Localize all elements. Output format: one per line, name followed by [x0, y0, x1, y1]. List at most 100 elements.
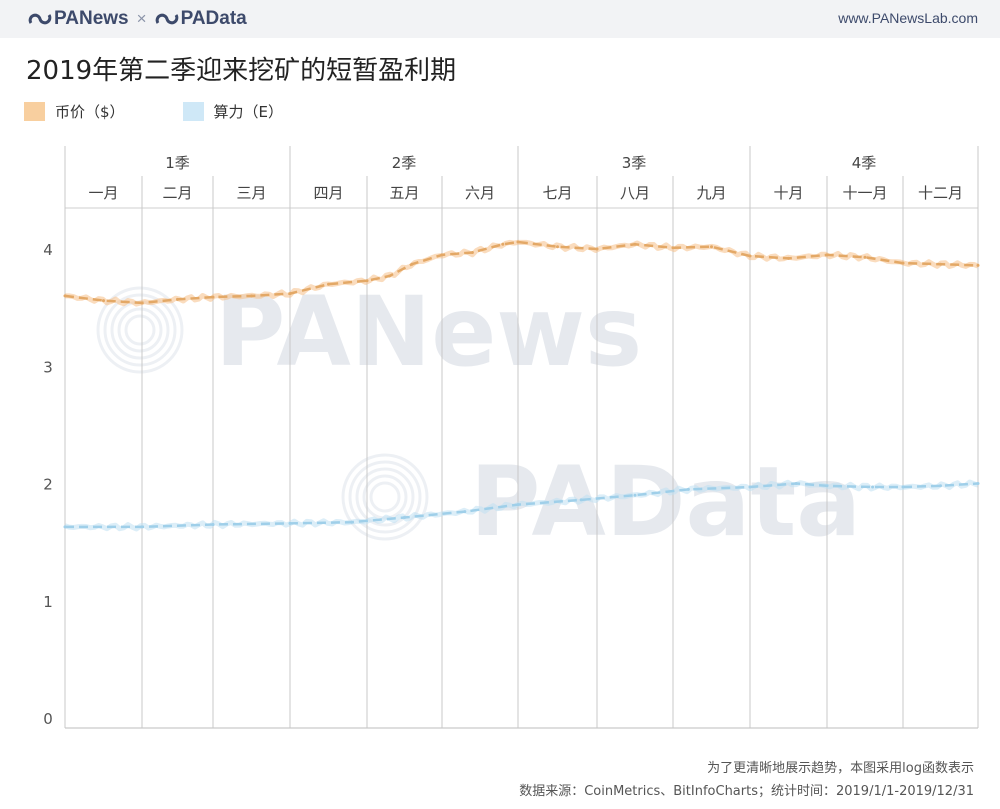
legend: 币价（$） 算力（E）: [24, 101, 283, 122]
brand-times: ×: [136, 9, 147, 28]
data-point: [939, 484, 942, 488]
series-band-hashrate: [64, 479, 979, 532]
panews-logo-icon: [28, 13, 52, 25]
data-point: [863, 255, 867, 259]
data-point: [516, 503, 520, 507]
data-point: [501, 242, 505, 246]
month-label: 十一月: [842, 184, 887, 202]
data-point: [748, 485, 752, 489]
chart-frame: [64, 146, 979, 729]
data-point: [633, 242, 637, 246]
data-point: [63, 525, 67, 529]
month-label: 六月: [465, 184, 495, 202]
data-point: [350, 520, 354, 524]
watermark: PANews PAData: [96, 276, 861, 558]
legend-label-hashrate: 算力（E）: [213, 103, 284, 121]
data-point: [327, 282, 330, 286]
month-label: 十二月: [918, 184, 963, 202]
quarter-label: 1季: [165, 154, 190, 172]
data-point: [871, 485, 875, 489]
y-axis: 0 1 2 3 4: [43, 241, 53, 728]
watermark-ring: [341, 453, 429, 541]
y-tick-label: 2: [43, 476, 53, 494]
data-point: [102, 299, 105, 303]
data-point: [463, 510, 467, 514]
legend-swatch-hashrate: [182, 102, 204, 121]
quarter-label: 4季: [852, 154, 877, 172]
top-bar: PANews × PAData www.PANewsLab.com: [0, 0, 1000, 38]
data-point: [595, 247, 599, 251]
data-point: [516, 240, 520, 244]
data-point: [556, 245, 559, 249]
watermark-ring: [355, 467, 415, 527]
month-label: 十月: [773, 184, 803, 202]
month-label: 二月: [162, 184, 192, 202]
y-tick-label: 0: [43, 710, 53, 728]
y-tick-label: 1: [43, 593, 53, 611]
data-point: [288, 292, 292, 296]
brand-panews: PANews: [54, 8, 129, 29]
data-point: [388, 274, 391, 278]
site-url[interactable]: www.PANewsLab.com: [838, 10, 978, 26]
watermark-ring: [348, 460, 422, 534]
data-point: [410, 262, 414, 266]
data-point: [901, 261, 905, 265]
series-band-price: [65, 239, 979, 307]
data-point: [288, 521, 292, 525]
chart-title: 2019年第二季迎来挖矿的短暂盈利期: [26, 56, 457, 86]
data-point: [470, 251, 474, 254]
data-point: [176, 297, 179, 301]
watermark-ring: [124, 314, 156, 346]
watermark-ring: [110, 300, 170, 360]
month-label: 八月: [620, 184, 650, 202]
month-label: 三月: [236, 184, 266, 202]
watermark-text-panews: PANews: [215, 276, 642, 388]
data-point: [686, 487, 690, 491]
month-label: 一月: [88, 184, 118, 202]
watermark-ring: [117, 307, 163, 353]
data-point: [140, 525, 144, 529]
legend-swatch-price: [24, 102, 45, 121]
legend-item-price: 币价（$）: [24, 101, 125, 122]
data-point: [976, 263, 980, 267]
chart-note: 为了更清晰地展示趋势，本图采用log函数表示: [707, 761, 974, 776]
watermark-logo-panews-icon: [96, 286, 184, 374]
data-point: [365, 279, 369, 283]
y-tick-label: 3: [43, 358, 53, 376]
data-point: [579, 498, 583, 502]
watermark-ring: [96, 286, 184, 374]
data-point: [140, 301, 144, 305]
data-point: [976, 482, 980, 485]
data-point: [825, 253, 829, 257]
data-point: [671, 246, 675, 250]
watermark-ring: [103, 293, 177, 367]
data-point: [901, 485, 905, 489]
data-point: [211, 295, 215, 299]
padata-logo-icon: [155, 13, 178, 25]
brand-logos: PANews × PAData: [28, 6, 247, 32]
data-point: [211, 523, 215, 526]
month-label: 四月: [313, 184, 343, 202]
data-point: [748, 254, 752, 258]
watermark-ring: [369, 481, 401, 513]
data-point: [825, 484, 829, 488]
legend-label-price: 币价（$）: [55, 103, 125, 121]
series-line-price: [64, 240, 979, 305]
watermark-text-padata: PAData: [470, 446, 861, 558]
data-point: [440, 253, 444, 257]
watermark-logo-padata-icon: [341, 453, 429, 541]
series-line-hashrate: [65, 482, 979, 529]
series-lines: [63, 239, 980, 532]
brand-padata: PAData: [180, 8, 247, 29]
watermark-ring: [362, 474, 408, 520]
data-point: [787, 256, 790, 260]
data-point: [939, 262, 942, 266]
y-tick-label: 4: [43, 241, 53, 259]
month-label: 七月: [542, 184, 572, 202]
month-label: 五月: [389, 184, 419, 202]
data-point: [633, 493, 637, 497]
quarter-label: 3季: [622, 154, 647, 172]
chart-source: 数据来源：CoinMetrics、BitInfoCharts；统计时间：2019…: [519, 784, 974, 799]
data-point: [403, 516, 406, 519]
